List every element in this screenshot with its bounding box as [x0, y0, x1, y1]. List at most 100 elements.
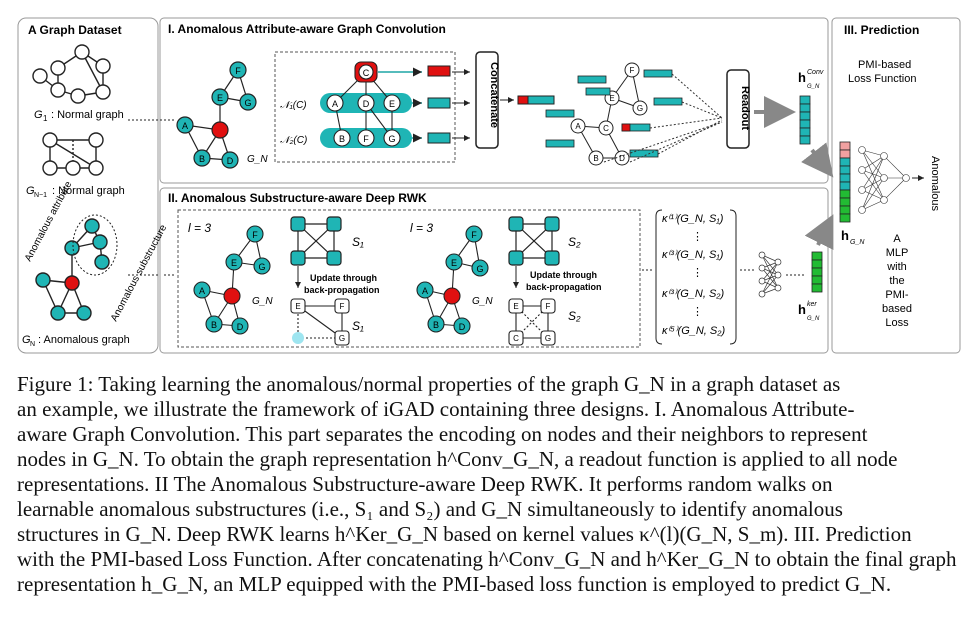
- concat-vector-red: [517, 95, 529, 105]
- rwk-gn-label-2: G_N: [472, 296, 493, 307]
- conv-graph: [176, 61, 257, 169]
- conv-graph-letters: A F E G B D: [182, 66, 252, 166]
- svg-text:E: E: [609, 94, 614, 103]
- figure-caption: Figure 1: Taking learning the anomalous/…: [17, 372, 957, 597]
- svg-text:E: E: [217, 93, 223, 103]
- hconv-sup: Conv: [807, 69, 824, 76]
- caption-line-7: structures in G_N. Deep RWK learns h^Ker…: [17, 522, 912, 546]
- mlp-line-7: Loss: [885, 317, 909, 329]
- caption-line-8: with the PMI-based Loss Function. After …: [17, 547, 957, 571]
- loss-label-1: PMI-based: [858, 59, 911, 71]
- hg-vector: [839, 141, 851, 223]
- n2-label: 𝒩₂(C): [280, 135, 307, 146]
- hker-label: h: [798, 302, 806, 317]
- caption-line-2: an example, we illustrate the framework …: [17, 397, 855, 421]
- neighborhood-vectors: [378, 65, 470, 144]
- kernel-4: κ⁽⁵⁾(G_N, S₂): [662, 325, 725, 337]
- svg-text:D: D: [619, 154, 625, 163]
- conv-gn-label: G_N: [247, 154, 268, 165]
- rwk-graph-2-letters: A E F G B D: [422, 230, 484, 332]
- concatenate-box: [475, 51, 499, 149]
- svg-text:B: B: [211, 320, 217, 330]
- framework-diagram: A Graph Dataset I. Anomalous Attribute-a…: [17, 17, 961, 354]
- readout-vectors: [545, 69, 683, 158]
- svg-text:D: D: [363, 99, 370, 109]
- rwk-title: II. Anomalous Substructure-aware Deep RW…: [168, 191, 427, 205]
- hconv-sub: G_N: [807, 84, 820, 90]
- caption-line-5: representations. II The Anomalous Substr…: [17, 472, 833, 496]
- svg-text:E: E: [513, 302, 518, 311]
- neighborhood-box: [274, 51, 456, 163]
- svg-text:E: E: [295, 302, 300, 311]
- rwk-graph-2: [416, 225, 489, 335]
- svg-text:F: F: [252, 230, 258, 240]
- svg-text:C: C: [603, 124, 609, 133]
- pred-mlp: [858, 146, 910, 214]
- mlp-line-4: the: [889, 275, 904, 287]
- s2-label-bottom: S₂: [568, 309, 581, 323]
- s1-square: [290, 216, 342, 266]
- s2-learned: [508, 298, 556, 346]
- svg-text:B: B: [593, 154, 598, 163]
- hker-vector: [811, 251, 823, 293]
- kernel-dots-1: ⋮: [692, 231, 703, 243]
- svg-text:D: D: [227, 156, 234, 166]
- mlp-line-6: based: [882, 303, 912, 315]
- svg-text:B: B: [433, 320, 439, 330]
- neighborhood-graph: [326, 61, 401, 147]
- mlp-line-5: PMI-: [885, 289, 909, 301]
- mlp-line-3: with: [886, 261, 907, 273]
- readout-box: [726, 69, 750, 149]
- mlp-description: A MLP with the PMI- based Loss: [882, 233, 912, 329]
- svg-text:F: F: [363, 134, 369, 144]
- rwk-gn-label-1: G_N: [252, 296, 273, 307]
- readout-arrows: [603, 73, 723, 163]
- prediction-title: III. Prediction: [844, 23, 919, 37]
- svg-text:A: A: [182, 121, 188, 131]
- svg-text:C: C: [513, 334, 519, 343]
- hconv-vector: [799, 95, 811, 145]
- svg-text:A: A: [575, 122, 581, 131]
- svg-text:F: F: [471, 230, 477, 240]
- svg-text:E: E: [231, 258, 237, 268]
- svg-text:G: G: [637, 104, 643, 113]
- s2-label-top: S₂: [568, 235, 581, 249]
- hker-sup: ker: [807, 301, 817, 308]
- mlp-line-2: MLP: [886, 247, 909, 259]
- hker-sub: G_N: [807, 316, 820, 322]
- g1-text: : Normal graph: [51, 109, 124, 121]
- readout-label: Readout: [739, 86, 751, 130]
- gn-sub: N: [30, 341, 35, 348]
- mlp-line-1: A: [893, 233, 901, 245]
- g1-graph: [32, 44, 111, 104]
- svg-text:E: E: [389, 99, 395, 109]
- rwk-inner-box: [177, 209, 641, 348]
- svg-text:G: G: [476, 264, 483, 274]
- s1-learned-letters: E F G: [295, 302, 345, 343]
- neighborhood-letters: C A D E B F G: [332, 68, 396, 144]
- svg-text:B: B: [199, 154, 205, 164]
- svg-text:A: A: [422, 286, 428, 296]
- hg-label: h: [841, 228, 849, 243]
- dataset-title: A Graph Dataset: [28, 23, 122, 37]
- svg-text:G: G: [545, 334, 551, 343]
- kernel-1: κ⁽¹⁾(G_N, S₁): [662, 213, 724, 225]
- caption-line-3: aware Graph Convolution. This part separ…: [17, 422, 868, 446]
- update-label-2b: back-propagation: [526, 282, 602, 292]
- l-label-1: l = 3: [188, 221, 211, 235]
- kernel-bracket-right: [729, 209, 737, 345]
- update-label-1a: Update through: [310, 273, 377, 283]
- dataset-panel: [17, 17, 159, 354]
- concatenate-label: Concatenate: [488, 62, 500, 128]
- svg-text:F: F: [630, 66, 635, 75]
- svg-text:F: F: [235, 66, 241, 76]
- readout-letters: A C E F G B D: [575, 66, 643, 163]
- gn1-text: : Normal graph: [52, 185, 125, 197]
- n1-label: 𝒩₁(C): [280, 100, 307, 111]
- gn-text: : Anomalous graph: [38, 334, 130, 346]
- svg-text:E: E: [451, 258, 457, 268]
- hconv-label: h: [798, 70, 806, 85]
- caption-line-4: nodes in G_N. To obtain the graph repres…: [17, 447, 898, 471]
- kernel-3: κ⁽³⁾(G_N, S₂): [662, 288, 724, 300]
- readout-graph: [570, 62, 648, 166]
